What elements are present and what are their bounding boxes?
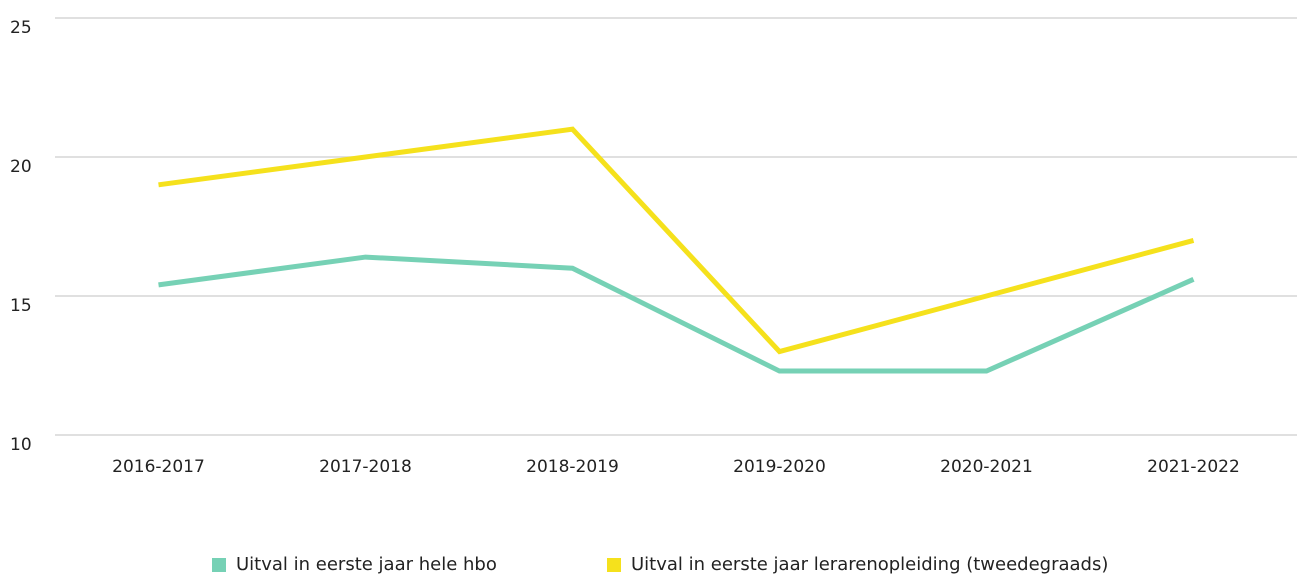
legend-label: Uitval in eerste jaar hele hbo <box>236 554 497 575</box>
y-tick-label: 20 <box>10 157 32 177</box>
legend-swatch <box>607 558 621 572</box>
y-tick-label: 15 <box>10 296 32 316</box>
y-tick-label: 10 <box>10 435 32 455</box>
line-series <box>158 254 1195 374</box>
legend-swatch <box>212 558 226 572</box>
x-tick-label: 2019-2020 <box>733 457 826 477</box>
x-tick-label: 2020-2021 <box>940 457 1033 477</box>
y-tick-label: 25 <box>10 18 32 38</box>
x-tick-label: 2016-2017 <box>112 457 205 477</box>
x-tick-label: 2021-2022 <box>1147 457 1240 477</box>
legend-label: Uitval in eerste jaar lerarenopleiding (… <box>631 554 1108 575</box>
line-series <box>158 126 1195 355</box>
x-tick-label: 2017-2018 <box>319 457 412 477</box>
x-tick-label: 2018-2019 <box>526 457 619 477</box>
